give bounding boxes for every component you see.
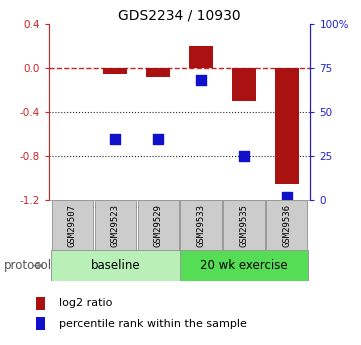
Bar xyxy=(52,200,93,250)
Text: 20 wk exercise: 20 wk exercise xyxy=(200,259,288,272)
Point xyxy=(284,194,290,199)
Bar xyxy=(36,317,45,331)
Bar xyxy=(232,68,256,101)
Text: GSM29529: GSM29529 xyxy=(154,204,163,247)
Text: GSM29523: GSM29523 xyxy=(111,204,120,247)
Bar xyxy=(36,297,45,310)
Bar xyxy=(104,68,127,73)
Text: GSM29533: GSM29533 xyxy=(196,204,205,247)
Bar xyxy=(223,200,265,250)
Bar xyxy=(275,68,299,184)
Bar xyxy=(189,46,213,68)
Bar xyxy=(51,250,180,281)
Bar xyxy=(266,200,308,250)
Text: GSM29507: GSM29507 xyxy=(68,204,77,247)
Point xyxy=(112,136,118,141)
Point xyxy=(241,153,247,159)
Text: percentile rank within the sample: percentile rank within the sample xyxy=(58,319,247,329)
Text: GSM29536: GSM29536 xyxy=(282,204,291,247)
Text: baseline: baseline xyxy=(90,259,140,272)
Title: GDS2234 / 10930: GDS2234 / 10930 xyxy=(118,9,241,23)
Text: log2 ratio: log2 ratio xyxy=(58,298,112,308)
Bar xyxy=(95,200,136,250)
Text: GSM29535: GSM29535 xyxy=(239,204,248,247)
Point xyxy=(198,78,204,83)
Bar xyxy=(146,68,170,77)
Bar xyxy=(180,250,308,281)
Text: protocol: protocol xyxy=(4,259,52,272)
Point xyxy=(155,136,161,141)
Bar xyxy=(180,200,222,250)
Bar xyxy=(138,200,179,250)
